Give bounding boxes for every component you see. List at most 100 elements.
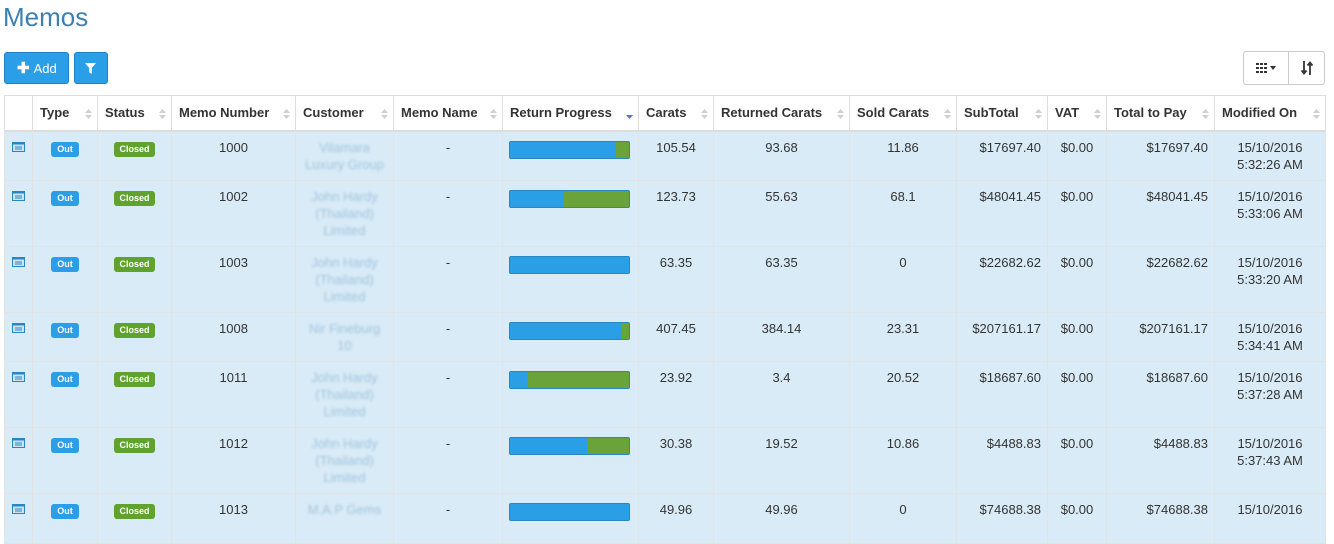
customer-cell[interactable]: M.A.P Gems (295, 493, 394, 544)
sort-button[interactable] (1289, 51, 1325, 85)
customer-link[interactable]: Nir Fineburg 10 (308, 321, 381, 353)
column-header-label: Returned Carats (721, 105, 823, 121)
row-detail-cell[interactable] (4, 312, 33, 362)
sold-carats: 0 (899, 502, 907, 517)
column-header-label: Sold Carats (857, 105, 930, 121)
subtotal: $48041.45 (979, 189, 1041, 204)
return-progress-fill (510, 257, 629, 273)
memo-number: 1003 (219, 255, 248, 270)
modified-date: 15/10/2016 (1237, 321, 1303, 336)
modified-on-cell: 15/10/2016 5:32:26 AM (1214, 130, 1326, 181)
status-badge: Closed (114, 323, 155, 338)
column-header-memo-number[interactable]: Memo Number (171, 95, 296, 132)
return-progress-bar (509, 503, 630, 521)
column-header-return-progress[interactable]: Return Progress (502, 95, 639, 132)
total-cell: $22682.62 (1106, 246, 1215, 313)
customer-link[interactable]: John Hardy (Thailand) Limited (311, 189, 378, 238)
memo-name-cell: - (393, 427, 503, 494)
table-row[interactable]: Out Closed 1012 John Hardy (Thailand) Limit… (4, 427, 1326, 494)
return-progress-bar (509, 256, 630, 274)
modified-date: 15/10/2016 (1237, 255, 1303, 270)
row-detail-cell[interactable] (4, 180, 33, 247)
carats-cell: 49.96 (638, 493, 714, 544)
details-icon[interactable] (12, 323, 25, 333)
customer-cell[interactable]: John Hardy (Thailand) Limited (295, 246, 394, 313)
carats-cell: 63.35 (638, 246, 714, 313)
customer-link[interactable]: Vilamara Luxury Group (305, 139, 384, 172)
columns-toggle-button[interactable] (1243, 51, 1289, 85)
details-icon[interactable] (12, 372, 25, 382)
details-icon[interactable] (12, 191, 25, 201)
row-detail-cell[interactable] (4, 130, 33, 181)
sold-carats-cell: 23.31 (849, 312, 957, 362)
sold-carats-cell: 0 (849, 493, 957, 544)
table-row[interactable]: Out Closed 1008 Nir Fineburg 10 - 407.45 384.1… (4, 312, 1326, 362)
returned-carats: 49.96 (765, 502, 798, 517)
column-header-vat[interactable]: VAT (1047, 95, 1107, 132)
return-progress-cell (502, 427, 639, 494)
customer-cell[interactable]: Nir Fineburg 10 (295, 312, 394, 362)
type-cell: Out (32, 312, 98, 362)
column-header-customer[interactable]: Customer (295, 95, 394, 132)
customer-cell[interactable]: John Hardy (Thailand) Limited (295, 427, 394, 494)
customer-link[interactable]: John Hardy (Thailand) Limited (311, 436, 378, 485)
details-icon[interactable] (12, 141, 25, 152)
column-header-carats[interactable]: Carats (638, 95, 714, 132)
customer-link[interactable]: John Hardy (Thailand) Limited (311, 255, 378, 304)
column-header-total-to-pay[interactable]: Total to Pay (1106, 95, 1215, 132)
column-header-subtotal[interactable]: SubTotal (956, 95, 1048, 132)
vat: $0.00 (1060, 139, 1094, 155)
modified-date: 15/10/2016 (1237, 502, 1303, 517)
column-header-type[interactable]: Type (32, 95, 98, 132)
add-button[interactable]: ✚ Add (4, 52, 69, 84)
column-header-label: VAT (1055, 105, 1080, 121)
type-badge: Out (51, 257, 79, 272)
total-to-pay: $207161.17 (1139, 321, 1208, 336)
type-badge: Out (51, 438, 79, 453)
table-row[interactable]: Out Closed 1000 Vilamara Luxury Group - 105.5… (4, 130, 1326, 181)
return-progress-bar (509, 322, 630, 340)
modified-time: 5:34:41 AM (1237, 338, 1303, 353)
customer-link[interactable]: John Hardy (Thailand) Limited (311, 370, 378, 419)
modified-on-cell: 15/10/2016 5:34:41 AM (1214, 312, 1326, 362)
details-icon[interactable] (12, 438, 25, 448)
return-progress-cell (502, 130, 639, 181)
modified-time: 5:33:06 AM (1237, 206, 1303, 221)
total-to-pay: $4488.83 (1153, 436, 1208, 451)
return-progress-cell (502, 180, 639, 247)
table-row[interactable]: Out Closed 1002 John Hardy (Thailand) Limit… (4, 180, 1326, 247)
row-detail-cell[interactable] (4, 493, 33, 544)
table-row[interactable]: Out Closed 1013 M.A.P Gems - 49.96 49.96 0 $7468… (4, 493, 1326, 544)
column-header-returned-carats[interactable]: Returned Carats (713, 95, 850, 132)
details-icon[interactable] (12, 257, 25, 267)
total-cell: $74688.38 (1106, 493, 1215, 544)
subtotal-cell: $207161.17 (956, 312, 1048, 362)
total-cell: $4488.83 (1106, 427, 1215, 494)
returned-carats-cell: 3.4 (713, 361, 850, 428)
total-to-pay: $74688.38 (1146, 502, 1208, 517)
customer-link[interactable]: M.A.P Gems (307, 502, 382, 517)
row-detail-cell[interactable] (4, 246, 33, 313)
returned-carats: 93.68 (765, 139, 798, 155)
status-badge: Closed (114, 504, 155, 519)
table-row[interactable]: Out Closed 1003 John Hardy (Thailand) Limit… (4, 246, 1326, 313)
carats-cell: 123.73 (638, 180, 714, 247)
total-to-pay: $17697.40 (1146, 139, 1208, 155)
column-header-modified-on[interactable]: Modified On (1214, 95, 1326, 132)
table-row[interactable]: Out Closed 1011 John Hardy (Thailand) Limit… (4, 361, 1326, 428)
filter-button[interactable] (73, 52, 108, 84)
row-detail-cell[interactable] (4, 427, 33, 494)
status-cell: Closed (97, 180, 172, 247)
table-header-row: Type Status Memo Number Customer Memo Name Re… (4, 95, 1326, 132)
return-progress-bar (509, 190, 630, 208)
subtotal-cell: $18687.60 (956, 361, 1048, 428)
column-header-memo-name[interactable]: Memo Name (393, 95, 503, 132)
column-header-status[interactable]: Status (97, 95, 172, 132)
row-detail-cell[interactable] (4, 361, 33, 428)
memo-number-cell: 1012 (171, 427, 296, 494)
sort-desc-icon (626, 115, 633, 119)
customer-cell[interactable]: John Hardy (Thailand) Limited (295, 180, 394, 247)
customer-cell[interactable]: Vilamara Luxury Group (295, 130, 394, 181)
column-header-sold-carats[interactable]: Sold Carats (849, 95, 957, 132)
customer-cell[interactable]: John Hardy (Thailand) Limited (295, 361, 394, 428)
